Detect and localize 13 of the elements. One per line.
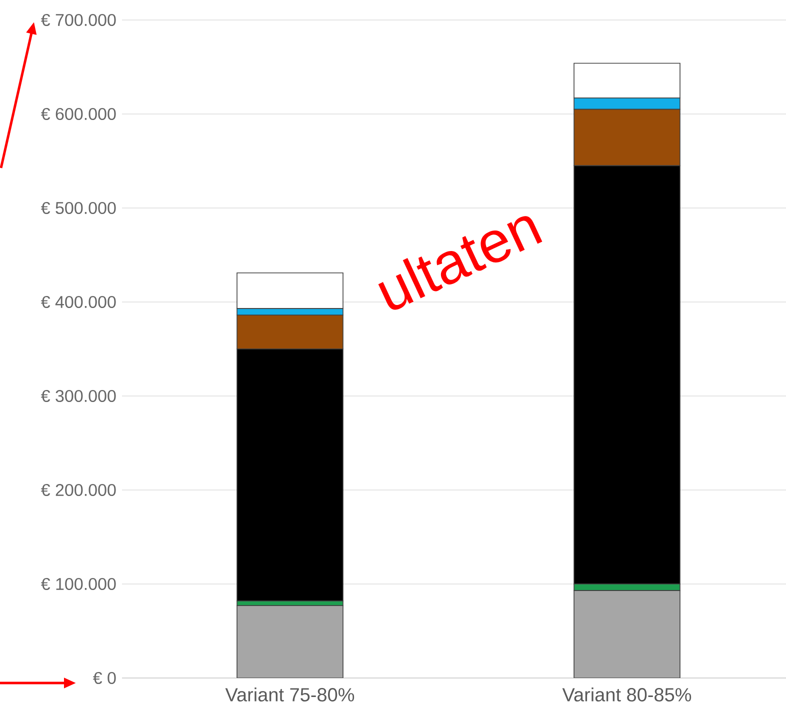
y-tick-label: € 400.000 xyxy=(40,296,116,308)
y-tick-label: € 100.000 xyxy=(40,578,116,590)
bar xyxy=(574,590,680,678)
y-tick-label: € 700.000 xyxy=(40,14,116,26)
bar xyxy=(236,605,344,678)
y-tick-label: € 600.000 xyxy=(40,108,116,120)
y-tick-label: € 300.000 xyxy=(40,390,116,402)
y-tick-label: € 200.000 xyxy=(40,484,116,496)
y-tick-label: € 500.000 xyxy=(40,202,116,214)
x-tick-label: Variant 75-80% xyxy=(225,688,354,702)
x-tick-label: Variant 80-85% xyxy=(562,688,692,702)
y-tick-label: € 0 xyxy=(92,672,116,684)
annotation: ultaten xyxy=(378,216,542,310)
